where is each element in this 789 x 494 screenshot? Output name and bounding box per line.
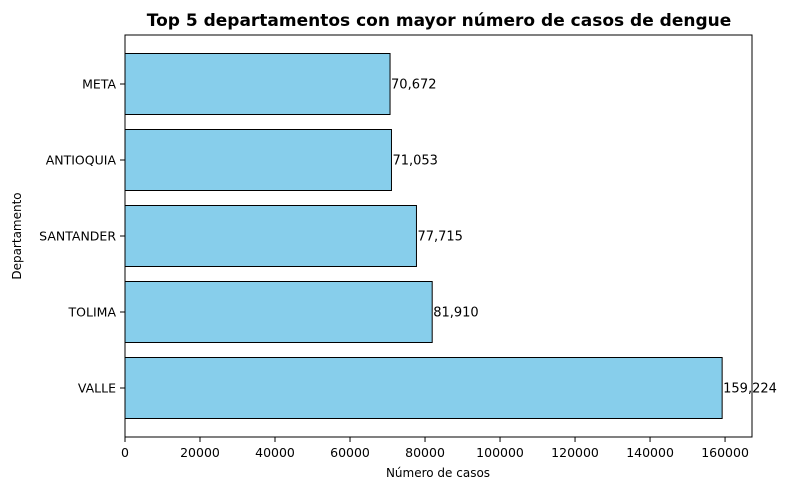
data-labels-layer: 159,224 81,910 77,715 71,053 70,672 xyxy=(391,78,777,397)
data-label-valle: 159,224 xyxy=(723,382,777,397)
bar-meta xyxy=(124,53,391,115)
data-label-tolima: 81,910 xyxy=(433,306,479,321)
y-tick-label-meta: META xyxy=(82,77,116,92)
bar-tolima xyxy=(124,281,433,343)
x-axis: 0 20000 40000 60000 80000 100000 120000 140000 1… xyxy=(121,437,749,460)
x-tick-label-140000: 140000 xyxy=(626,445,674,460)
y-tick-label-valle: VALLE xyxy=(78,381,116,396)
x-tick-label-80000: 80000 xyxy=(405,445,445,460)
data-label-santander: 77,715 xyxy=(417,230,463,245)
y-tick-label-tolima: TOLIMA xyxy=(68,305,117,320)
data-label-antioquia: 71,053 xyxy=(392,154,438,169)
bars-layer xyxy=(124,53,723,419)
x-tick-label-100000: 100000 xyxy=(476,445,524,460)
x-tick-label-120000: 120000 xyxy=(551,445,599,460)
x-tick-label-160000: 160000 xyxy=(701,445,749,460)
data-label-meta: 70,672 xyxy=(391,78,437,93)
bar-santander xyxy=(124,205,417,267)
x-tick-label-40000: 40000 xyxy=(255,445,295,460)
x-tick-label-60000: 60000 xyxy=(330,445,370,460)
y-tick-label-santander: SANTANDER xyxy=(39,229,116,244)
x-tick-label-20000: 20000 xyxy=(180,445,220,460)
chart-title: Top 5 departamentos con mayor número de … xyxy=(147,11,732,31)
y-axis-label: Departamento xyxy=(10,192,24,279)
x-axis-label: Número de casos xyxy=(386,466,490,480)
bar-antioquia xyxy=(124,129,392,191)
y-tick-label-antioquia: ANTIOQUIA xyxy=(46,153,117,168)
bar-valle xyxy=(124,357,723,419)
x-tick-label-0: 0 xyxy=(121,445,129,460)
y-axis: VALLE TOLIMA SANTANDER ANTIOQUIA META xyxy=(39,77,125,396)
